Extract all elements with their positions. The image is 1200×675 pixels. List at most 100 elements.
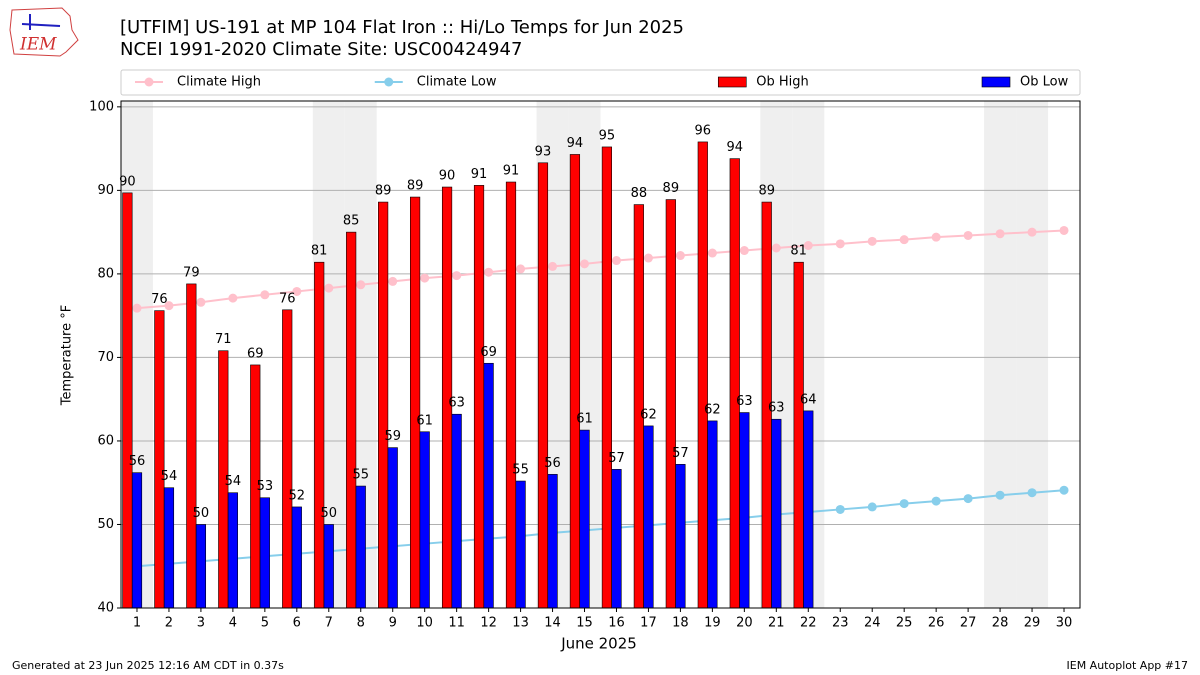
data-label: 81 <box>790 244 807 259</box>
x-tick-label: 2 <box>165 616 173 631</box>
bar <box>387 447 398 609</box>
x-tick-label: 4 <box>229 616 237 631</box>
bar <box>771 418 782 609</box>
logo-outline <box>9 7 79 57</box>
weekend-shade <box>984 101 1017 608</box>
legend-label: Ob High <box>756 75 809 90</box>
line-marker <box>452 271 462 281</box>
legend-label: Climate Low <box>417 75 497 90</box>
line-marker <box>420 273 430 283</box>
x-tick-label: 25 <box>896 616 913 631</box>
x-tick-label: 30 <box>1056 616 1073 631</box>
bar <box>186 283 197 609</box>
line-marker <box>1059 485 1069 495</box>
data-label: 64 <box>800 392 817 407</box>
x-tick-label: 7 <box>325 616 333 631</box>
bar <box>378 201 389 609</box>
data-label: 57 <box>608 451 625 466</box>
bar <box>282 309 293 609</box>
bar <box>515 480 526 609</box>
line-marker <box>707 248 717 258</box>
line-marker <box>739 246 749 256</box>
data-label: 93 <box>535 144 552 159</box>
bar <box>665 199 676 609</box>
bar <box>739 412 750 609</box>
data-label: 54 <box>225 474 242 489</box>
plot-frame <box>120 100 1081 609</box>
line-marker <box>164 301 174 311</box>
data-label: 50 <box>321 506 338 521</box>
line-marker <box>324 283 334 293</box>
bar <box>314 261 325 609</box>
x-tick-label: 19 <box>704 616 721 631</box>
x-tick-label: 6 <box>293 616 301 631</box>
logo-text: IEM <box>19 35 57 55</box>
line-marker <box>1027 488 1037 498</box>
line-marker <box>899 499 909 509</box>
bar <box>195 524 207 609</box>
bar <box>227 492 238 609</box>
bar <box>611 469 622 609</box>
data-label: 63 <box>448 396 465 411</box>
x-tick-label: 20 <box>736 616 753 631</box>
data-label: 55 <box>352 468 369 483</box>
x-tick-label: 17 <box>640 616 657 631</box>
bar <box>122 192 133 609</box>
line-marker <box>228 293 238 303</box>
y-tick-label: 80 <box>97 266 114 281</box>
x-tick-label: 8 <box>357 616 365 631</box>
data-label: 91 <box>471 167 488 182</box>
line-marker <box>835 239 845 249</box>
chart-subtitle: NCEI 1991-2020 Climate Site: USC00424947 <box>120 39 522 60</box>
data-label: 90 <box>439 169 456 184</box>
line-marker <box>292 286 302 296</box>
data-label: 79 <box>183 265 200 280</box>
data-label: 96 <box>695 123 712 138</box>
bar <box>643 425 654 609</box>
footer-right: IEM Autoplot App #17 <box>1067 659 1189 672</box>
x-tick-label: 21 <box>768 616 785 631</box>
x-tick-label: 26 <box>928 616 945 631</box>
x-axis-label: June 2025 <box>560 635 637 653</box>
data-label: 89 <box>758 184 775 199</box>
bar <box>409 196 421 609</box>
x-tick-label: 16 <box>608 616 625 631</box>
x-tick-label: 5 <box>261 616 269 631</box>
line <box>136 229 1065 310</box>
data-label: 89 <box>663 181 680 196</box>
line-marker <box>516 264 526 274</box>
x-tick-label: 11 <box>448 616 465 631</box>
x-tick-label: 27 <box>960 616 977 631</box>
bar <box>473 185 485 609</box>
x-tick-label: 23 <box>832 616 849 631</box>
data-label: 90 <box>119 174 136 189</box>
line-marker <box>548 261 558 271</box>
legend-swatch <box>144 77 154 87</box>
y-tick-label: 70 <box>97 350 114 365</box>
data-label: 94 <box>567 136 584 151</box>
bar <box>729 158 740 609</box>
bar <box>163 487 175 609</box>
legend-swatch <box>384 77 394 87</box>
bar <box>707 420 718 609</box>
data-label: 81 <box>311 244 328 259</box>
data-label: 63 <box>768 401 785 416</box>
x-tick-label: 22 <box>800 616 817 631</box>
data-label: 56 <box>544 456 561 471</box>
line-marker <box>835 504 845 514</box>
bar <box>601 146 612 609</box>
line-marker <box>643 253 653 263</box>
line-marker <box>867 236 877 246</box>
data-label: 56 <box>129 454 146 469</box>
data-label: 59 <box>384 429 401 444</box>
x-tick-label: 3 <box>197 616 205 631</box>
line-marker <box>196 297 206 307</box>
legend-box <box>120 69 1081 96</box>
line-marker <box>995 229 1005 239</box>
line-marker <box>356 280 366 290</box>
data-label: 89 <box>375 184 392 199</box>
legend-label: Ob Low <box>1020 75 1069 90</box>
line-marker <box>611 256 621 266</box>
bar <box>355 485 366 609</box>
